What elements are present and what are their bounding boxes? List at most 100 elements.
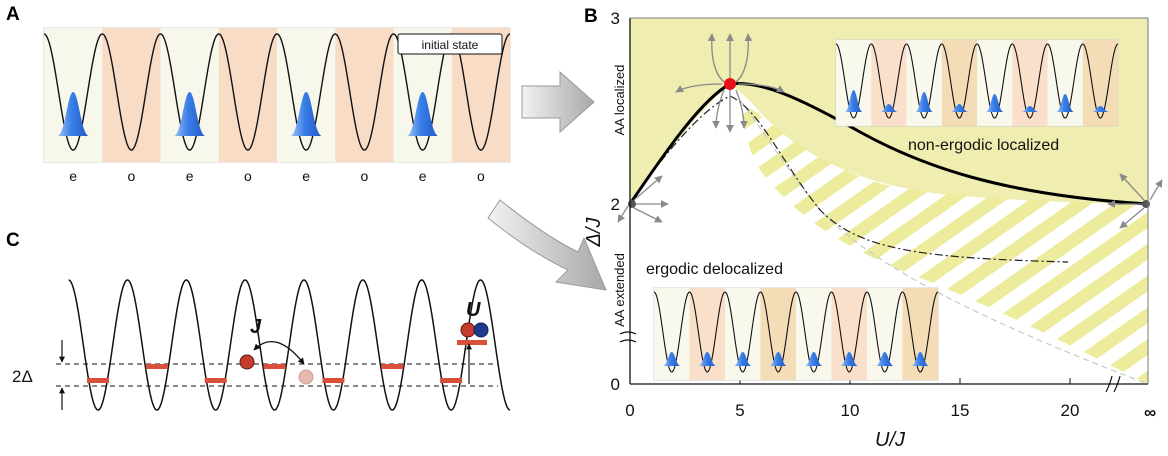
- site-band: [102, 28, 161, 162]
- energy-level: [381, 364, 404, 369]
- site-band: [977, 40, 1013, 126]
- atom-wavepacket: [173, 92, 206, 136]
- panel-c-schematic: 2Δ J U: [12, 279, 511, 411]
- site-band: [218, 28, 278, 162]
- site-band: [689, 288, 725, 380]
- initial-state-box: [397, 33, 503, 55]
- potential-curve-c: [68, 279, 511, 411]
- x-tick-10: 10: [841, 401, 860, 420]
- site-label: o: [477, 168, 485, 184]
- site-band: [654, 288, 690, 380]
- x-tick-5: 5: [735, 401, 744, 420]
- energy-level: [263, 364, 286, 369]
- nonergodic-localized-label: non-ergodic localized: [908, 137, 1059, 154]
- x-tick-15: 15: [951, 401, 970, 420]
- initial-state-label: initial state: [422, 38, 479, 52]
- atom-red: [239, 354, 255, 370]
- site-label: o: [128, 168, 136, 184]
- x-tick-infinity: ∞: [1144, 403, 1156, 422]
- site-band: [941, 40, 978, 126]
- inset-localized: [835, 39, 1119, 127]
- site-label: e: [69, 168, 77, 184]
- x-axis-break: [1105, 375, 1121, 393]
- energy-level: [204, 378, 227, 383]
- atom-wavepacket: [769, 352, 788, 366]
- tunneling-arrow: [253, 341, 305, 365]
- site-band: [902, 288, 938, 380]
- inset-delocalized: [653, 287, 939, 381]
- site-band: [906, 40, 942, 126]
- atom-wavepacket: [290, 92, 323, 136]
- atom-wavepacket: [915, 92, 934, 112]
- critical-point-red: [724, 78, 736, 90]
- site-band: [796, 288, 832, 380]
- site-label: o: [244, 168, 252, 184]
- x-tick-20: 20: [1061, 401, 1080, 420]
- atom-wavepacket: [985, 94, 1004, 112]
- phase-boundary-curve: [628, 81, 1149, 206]
- site-band: [836, 40, 872, 126]
- dashdot-curve: [631, 95, 1069, 263]
- x-axis-title: U/J: [875, 429, 906, 451]
- y-tick-3: 3: [611, 9, 620, 28]
- arrow-a-to-b: [521, 70, 595, 134]
- panel-a-lattice: initial state e o e o e o e o: [43, 27, 511, 184]
- atom-wavepacket: [879, 104, 898, 112]
- y-tick-2: 2: [611, 195, 620, 214]
- site-band: [831, 288, 867, 380]
- site-label: o: [361, 168, 369, 184]
- potential-curve-a: [43, 33, 511, 151]
- J-label: J: [250, 316, 262, 338]
- atom-wavepacket: [875, 352, 894, 366]
- atom-red-doublon: [460, 322, 476, 338]
- point-left: [628, 200, 636, 208]
- site-band: [867, 288, 903, 380]
- aa-extended-label: AA extended: [612, 253, 627, 327]
- panel-c-label: C: [6, 230, 20, 251]
- two-delta-label: 2Δ: [12, 367, 33, 386]
- atom-wavepacket: [844, 90, 863, 112]
- flow-arrows: [617, 33, 1163, 229]
- energy-level: [145, 364, 168, 369]
- energy-level: [440, 378, 463, 383]
- atom-wavepacket: [57, 92, 90, 136]
- y-axis-title: Δ/J: [583, 217, 605, 248]
- y-axis-break: [619, 331, 637, 343]
- aa-localized-label: AA localized: [612, 65, 627, 136]
- arrow-a-to-b-lower: [487, 199, 607, 291]
- atom-wavepacket: [698, 352, 717, 366]
- doublon-level: [457, 340, 487, 345]
- site-band: [1082, 40, 1119, 126]
- atom-wavepacket: [804, 352, 823, 366]
- site-band: [871, 40, 907, 126]
- energy-level: [87, 378, 109, 383]
- site-band: [1047, 40, 1083, 126]
- panel-b-label: B: [584, 6, 598, 27]
- panel-a-label: A: [6, 4, 20, 25]
- site-label: e: [302, 168, 310, 184]
- phase-diagram: 0 5 10 15 20 ∞ 0 2 3 U/J Δ/J AA localize…: [583, 9, 1163, 451]
- atom-wavepacket: [1056, 94, 1075, 112]
- site-band: [760, 288, 796, 380]
- atom-wavepacket: [733, 352, 752, 366]
- point-right: [1142, 200, 1150, 208]
- site-band: [1012, 40, 1048, 126]
- atom-wavepacket: [1091, 106, 1110, 112]
- atom-wavepacket: [911, 352, 930, 366]
- atom-wavepacket: [950, 104, 969, 112]
- atom-wavepacket: [1020, 106, 1039, 112]
- ergodic-delocalized-label: ergodic delocalized: [646, 261, 783, 278]
- atom-wavepacket: [662, 352, 681, 366]
- atom-blue-doublon: [473, 322, 489, 338]
- site-label: e: [419, 168, 427, 184]
- site-label: e: [186, 168, 194, 184]
- site-band: [335, 28, 394, 162]
- energy-level: [322, 378, 345, 383]
- U-label: U: [466, 299, 481, 321]
- striped-region-boundary: [739, 99, 1149, 385]
- atom-wavepacket: [840, 352, 859, 366]
- atom-ghost: [298, 369, 314, 385]
- crossover-striped-region: [740, 100, 1148, 384]
- y-tick-0: 0: [611, 375, 620, 394]
